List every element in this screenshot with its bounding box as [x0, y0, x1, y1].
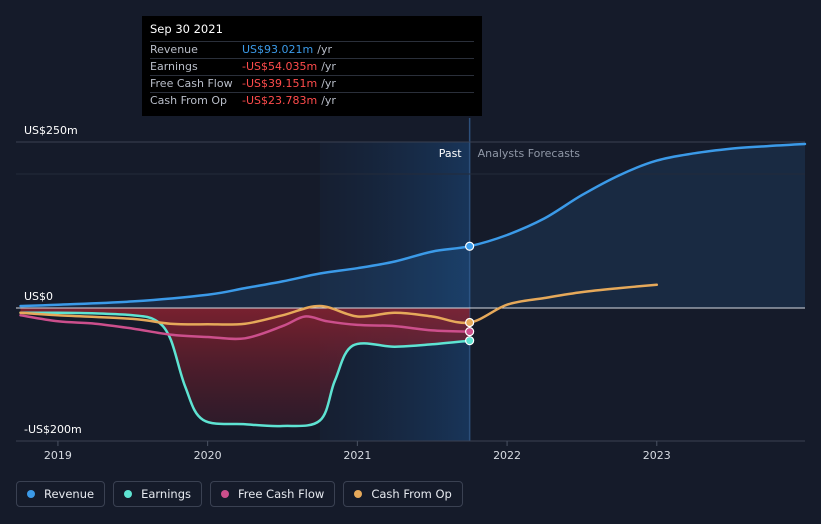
hover-markers — [465, 241, 475, 346]
past-label: Past — [439, 147, 463, 160]
x-tick-label: 2022 — [493, 449, 521, 462]
hover-marker-cash-from-op — [465, 317, 475, 328]
y-tick-label: US$250m — [24, 124, 78, 137]
hover-marker-revenue — [465, 241, 475, 251]
tooltip-value: US$93.021m — [242, 43, 314, 56]
tooltip-value: -US$39.151m — [242, 77, 318, 90]
chart-background — [319, 118, 471, 441]
earnings-loss-area — [20, 308, 470, 427]
axis-labels: 2019 2020 2021 2022 2023 US$250m US$0 -US$200m P… — [24, 124, 671, 462]
tooltip-label: Revenue — [150, 43, 198, 56]
tooltip-label: Cash From Op — [150, 94, 228, 107]
legend-item-earnings[interactable]: Earnings — [113, 481, 202, 507]
x-tick-label: 2021 — [343, 449, 371, 462]
y-tick-label: -US$200m — [24, 423, 82, 436]
past-highlight-region — [319, 142, 470, 441]
forecast-label: Analysts Forecasts — [478, 147, 581, 160]
tooltip-unit: /yr — [317, 43, 332, 56]
y-tick-label: US$0 — [24, 290, 53, 303]
tooltip-label: Free Cash Flow — [150, 77, 233, 90]
legend-dot-icon — [221, 490, 229, 498]
tooltip-value: -US$54.035m — [242, 60, 318, 73]
tooltip-label: Earnings — [150, 60, 198, 73]
series-lines — [19, 142, 807, 428]
series-line-free-cash-flow — [19, 314, 471, 341]
x-tick-label: 2020 — [194, 449, 222, 462]
axes — [16, 141, 805, 446]
x-tick-label: 2019 — [44, 449, 72, 462]
area-fills — [20, 144, 805, 427]
legend-item-revenue[interactable]: Revenue — [16, 481, 106, 507]
legend-label: Earnings — [141, 487, 191, 501]
hover-marker-earnings — [465, 336, 475, 346]
tooltip-unit: /yr — [321, 94, 336, 107]
legend-item-free-cash-flow[interactable]: Free Cash Flow — [210, 481, 336, 507]
legend-label: Cash From Op — [371, 487, 452, 501]
legend-label: Free Cash Flow — [238, 487, 325, 501]
legend-label: Revenue — [44, 487, 95, 501]
legend-dot-icon — [354, 490, 363, 498]
series-line-earnings — [19, 311, 471, 428]
tooltip-unit: /yr — [321, 77, 336, 90]
legend: Revenue Earnings Free Cash Flow Cash Fro… — [16, 481, 463, 507]
revenue-area — [20, 144, 805, 308]
tooltip-row-free-cash-flow: Free Cash Flow -US$39.151m /yr — [150, 75, 474, 92]
legend-dot-icon — [27, 490, 35, 498]
hover-marker-free-cash-flow — [465, 326, 475, 337]
tooltip-row-earnings: Earnings -US$54.035m /yr — [150, 58, 474, 75]
tooltip-row-cash-from-op: Cash From Op -US$23.783m /yr — [150, 92, 474, 109]
tooltip-date: Sep 30 2021 — [150, 22, 223, 36]
series-line-revenue — [19, 142, 807, 308]
tooltip-unit: /yr — [321, 60, 336, 73]
series-line-cash-from-op — [19, 283, 659, 326]
legend-dot-icon — [124, 490, 133, 498]
x-tick-label: 2023 — [643, 449, 671, 462]
tooltip-value: -US$23.783m — [242, 94, 318, 107]
tooltip-row-revenue: Revenue US$93.021m /yr — [150, 41, 474, 58]
legend-item-cash-from-op[interactable]: Cash From Op — [343, 481, 463, 507]
tooltip: Sep 30 2021 Revenue US$93.021m /yr Earni… — [142, 16, 482, 116]
